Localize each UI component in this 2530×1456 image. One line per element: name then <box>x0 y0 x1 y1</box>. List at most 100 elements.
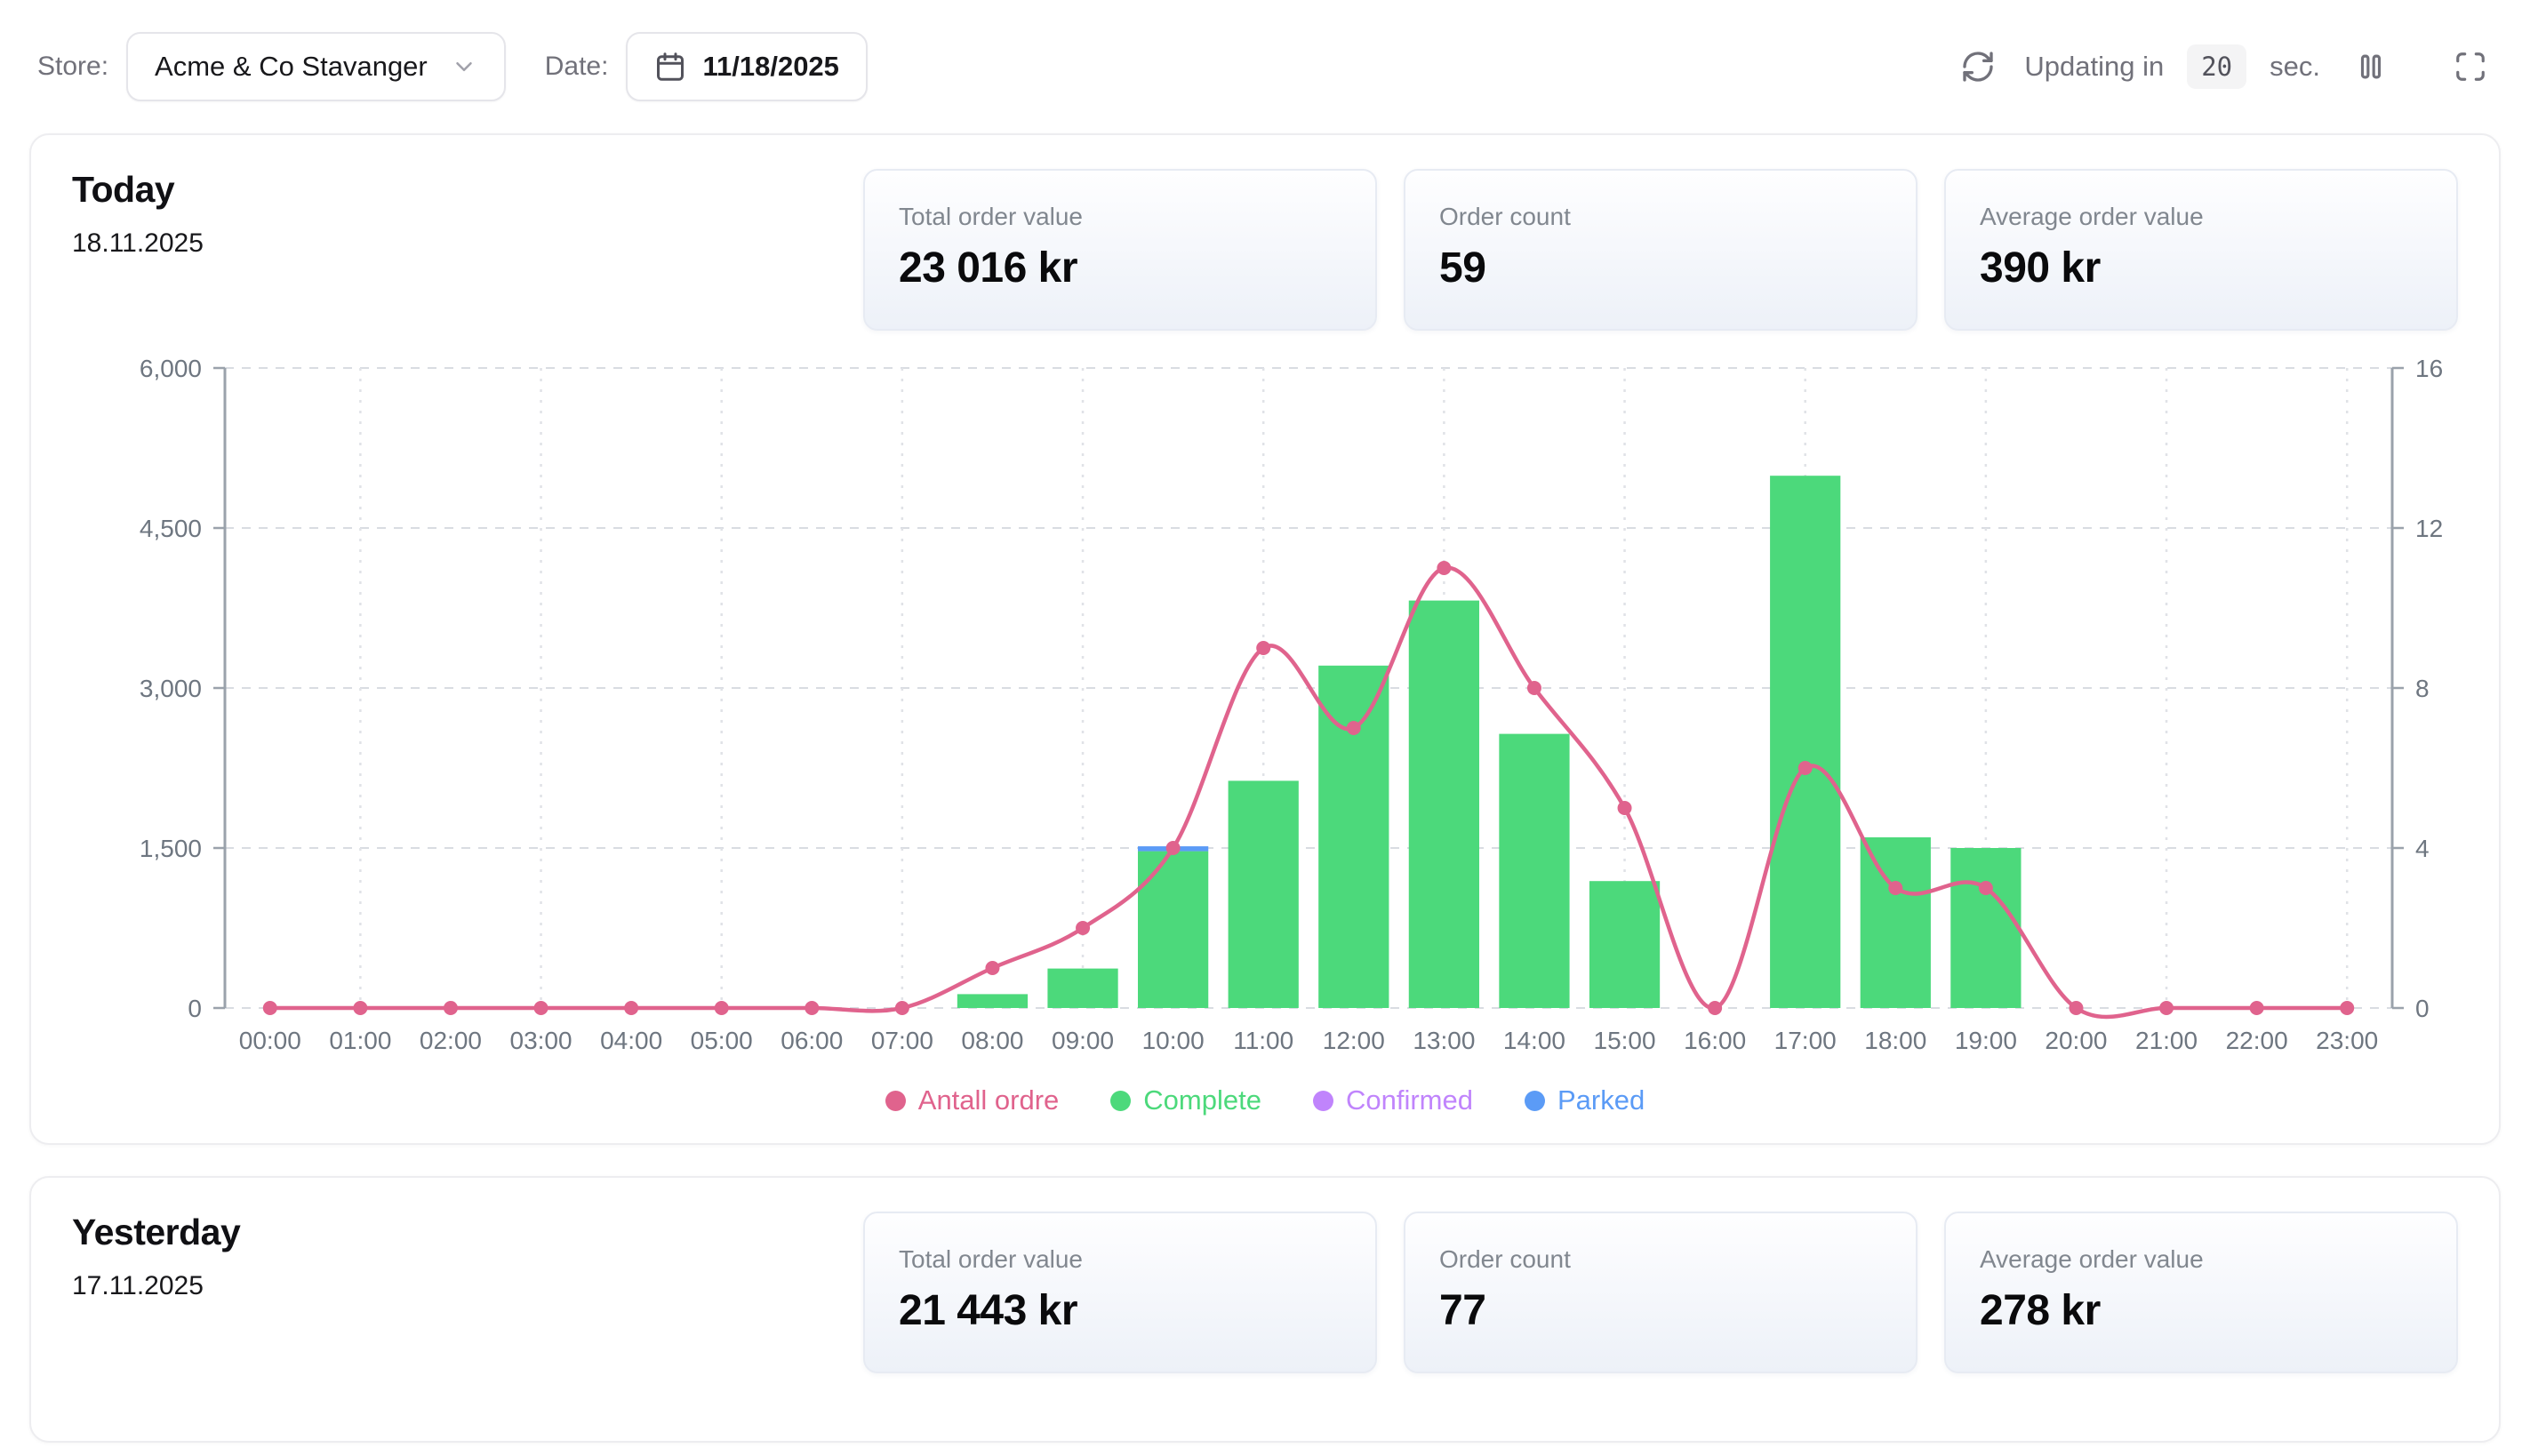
line-point <box>1978 881 1993 895</box>
line-point <box>2249 1001 2264 1015</box>
stat-label: Average order value <box>1980 203 2204 230</box>
stat-value: 23 016 kr <box>899 244 1078 292</box>
stat-value: 390 kr <box>1980 244 2101 292</box>
line-point <box>1617 801 1632 815</box>
today-card: Today 18.11.2025 Total order value 23 01… <box>29 133 2501 1145</box>
orders-chart: 0 1,500 3,000 4,500 6,000 0 4 8 12 16 00:00 01:00 02… <box>140 355 2443 1054</box>
fullscreen-icon <box>2456 52 2485 81</box>
topbar: Store: Acme & Co Stavanger Date: 11/18/2… <box>0 0 2530 133</box>
line-point <box>985 961 1000 975</box>
x-axis-label: 04:00 <box>600 1027 662 1054</box>
left-axis-tick: 1,500 <box>140 835 202 862</box>
chart-area: 0 1,500 3,000 4,500 6,000 0 4 8 12 16 00:00 01:00 02… <box>72 354 2458 1122</box>
pause-button[interactable] <box>2349 44 2393 89</box>
stat-label: Total order value <box>899 203 1084 230</box>
countdown-badge: 20 <box>2187 44 2247 89</box>
right-axis-tick: 4 <box>2415 835 2430 862</box>
right-axis-tick: 16 <box>2415 355 2443 382</box>
left-axis-tick: 6,000 <box>140 355 202 382</box>
legend-label: Complete <box>1143 1084 1261 1116</box>
refresh-button[interactable] <box>1955 44 2001 90</box>
legend-dot <box>1110 1090 1132 1111</box>
x-axis-label: 02:00 <box>420 1027 482 1054</box>
bar-complete <box>1860 837 1931 1008</box>
bar-complete <box>1138 851 1209 1008</box>
refresh-icon <box>1963 52 1994 82</box>
x-axis-label: 10:00 <box>1142 1027 1205 1054</box>
stat-average-order-value: Average order value 278 kr <box>1944 1212 2458 1373</box>
x-axis-label: 09:00 <box>1052 1027 1114 1054</box>
stat-value: 59 <box>1439 244 1486 292</box>
bar-complete <box>1499 733 1570 1008</box>
calendar-icon <box>657 52 685 81</box>
left-axis-tick: 3,000 <box>140 675 202 702</box>
x-axis-label: 06:00 <box>781 1027 843 1054</box>
stat-total-order-value: Total order value 23 016 kr <box>863 169 1377 331</box>
bar-complete <box>1228 780 1299 1008</box>
x-axis-label: 08:00 <box>961 1027 1023 1054</box>
date-value: 11/18/2025 <box>702 51 839 82</box>
legend-label: Confirmed <box>1345 1084 1473 1116</box>
line-point <box>1437 561 1452 575</box>
line-point <box>714 1001 729 1015</box>
stat-value: 278 kr <box>1980 1287 2101 1334</box>
yesterday-card: Yesterday 17.11.2025 Total order value 2… <box>29 1176 2501 1443</box>
x-axis-label: 22:00 <box>2226 1027 2288 1054</box>
x-axis-label: 15:00 <box>1594 1027 1656 1054</box>
chart-legend: Antall ordre Complete Confirmed Parked <box>72 1079 2458 1122</box>
line-point <box>533 1001 548 1015</box>
line-point <box>894 1001 909 1015</box>
line-point <box>1708 1001 1723 1015</box>
x-axis-label: 14:00 <box>1503 1027 1565 1054</box>
x-axis-label: 23:00 <box>2316 1027 2378 1054</box>
legend-item-parked[interactable]: Parked <box>1524 1084 1645 1116</box>
legend-label: Parked <box>1557 1084 1645 1116</box>
stat-label: Order count <box>1439 203 1571 230</box>
line-point <box>1888 881 1903 895</box>
stat-order-count: Order count 59 <box>1404 169 1918 331</box>
x-axis-label: 05:00 <box>691 1027 753 1054</box>
legend-dot <box>885 1090 906 1111</box>
store-select[interactable]: Acme & Co Stavanger <box>126 32 506 101</box>
updating-text: Updating in <box>2024 51 2165 82</box>
yesterday-stats: Total order value 21 443 kr Order count … <box>863 1212 2458 1373</box>
legend-label: Antall ordre <box>917 1084 1060 1116</box>
bar-complete <box>1770 476 1841 1008</box>
x-axis-label: 00:00 <box>239 1027 301 1054</box>
legend-item-complete[interactable]: Complete <box>1110 1084 1261 1116</box>
x-axis-label: 12:00 <box>1323 1027 1385 1054</box>
right-axis-tick: 0 <box>2415 995 2430 1022</box>
line-point <box>2159 1001 2174 1015</box>
legend-item-antall-ordre[interactable]: Antall ordre <box>885 1084 1060 1116</box>
fullscreen-button[interactable] <box>2448 44 2493 89</box>
left-axis-tick: 4,500 <box>140 515 202 542</box>
line-point <box>1797 761 1813 775</box>
bar-complete <box>1047 968 1118 1008</box>
line-point <box>624 1001 639 1015</box>
x-axis-label: 11:00 <box>1233 1027 1293 1054</box>
line-point <box>805 1001 820 1015</box>
store-label: Store: <box>37 52 109 81</box>
legend-dot <box>1524 1090 1545 1111</box>
bar-complete <box>957 994 1029 1008</box>
stat-label: Order count <box>1439 1245 1571 1273</box>
line-point <box>1346 721 1361 735</box>
x-axis-label: 03:00 <box>510 1027 572 1054</box>
line-point <box>1256 641 1271 655</box>
line-point <box>2069 1001 2084 1015</box>
stat-value: 21 443 kr <box>899 1287 1078 1334</box>
bar-complete <box>1408 600 1479 1008</box>
line-point <box>262 1001 277 1015</box>
refresh-controls: Updating in 20 sec. <box>1955 44 2493 90</box>
x-axis-label: 16:00 <box>1684 1027 1746 1054</box>
date-picker[interactable]: 11/18/2025 <box>626 32 868 101</box>
legend-item-confirmed[interactable]: Confirmed <box>1312 1084 1473 1116</box>
x-axis-label: 21:00 <box>2135 1027 2198 1054</box>
line-point <box>1526 681 1541 695</box>
right-axis-tick: 8 <box>2415 675 2430 702</box>
stat-value: 77 <box>1439 1287 1486 1334</box>
chevron-down-icon <box>456 62 472 71</box>
x-axis-label: 19:00 <box>1955 1027 2017 1054</box>
today-date: 18.11.2025 <box>72 228 204 258</box>
